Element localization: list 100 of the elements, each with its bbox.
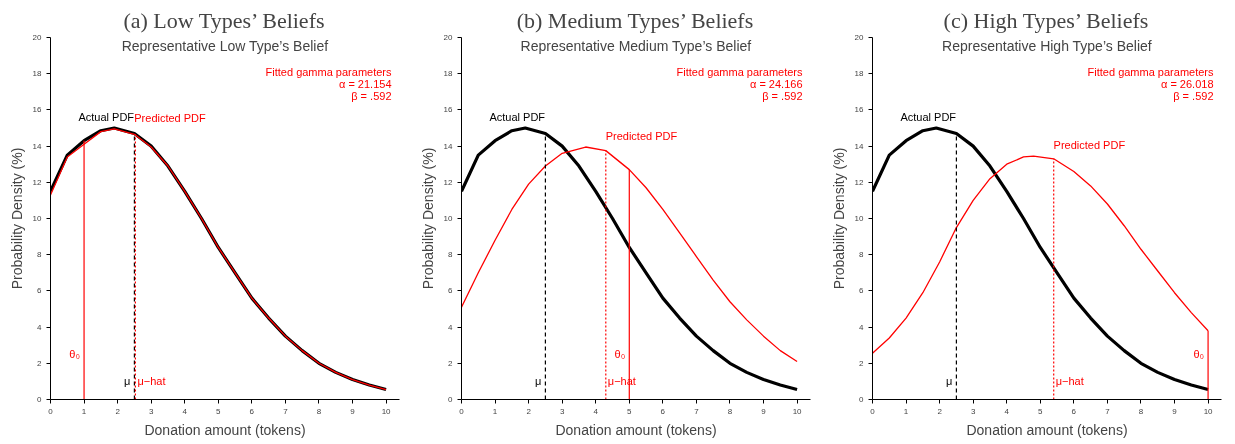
y-tick-label: 20 bbox=[854, 33, 865, 42]
series-label: Predicted PDF bbox=[134, 111, 207, 124]
y-tick-label: 10 bbox=[854, 214, 865, 223]
x-tick-label: 1 bbox=[492, 406, 498, 416]
x-tick-label: 7 bbox=[1105, 406, 1111, 416]
y-axis-title: Probability Density (%) bbox=[419, 147, 436, 290]
x-tick-label: 8 bbox=[727, 406, 733, 416]
x-tick-label: 6 bbox=[660, 406, 666, 416]
chart-title: (c) High Types’ Beliefs bbox=[943, 7, 1149, 33]
x-tick-label: 0 bbox=[459, 406, 465, 416]
x-tick-label: 5 bbox=[216, 406, 222, 416]
y-tick-label: 0 bbox=[37, 395, 43, 404]
x-tick-label: 8 bbox=[316, 406, 322, 416]
y-axis-title: Probability Density (%) bbox=[8, 147, 25, 290]
y-tick-label: 16 bbox=[32, 105, 43, 115]
y-tick-label: 10 bbox=[32, 214, 43, 223]
y-tick-label: 18 bbox=[854, 69, 865, 79]
annotation: β = .592 bbox=[762, 90, 803, 103]
x-tick-label: 5 bbox=[1038, 406, 1044, 416]
y-tick-label: 2 bbox=[37, 358, 43, 368]
ref-line-label: θ₀ bbox=[1193, 347, 1205, 360]
y-tick-label: 20 bbox=[443, 33, 454, 42]
y-tick-label: 0 bbox=[859, 395, 865, 404]
ref-line-label: θ₀ bbox=[614, 347, 626, 360]
x-tick-label: 1 bbox=[903, 406, 909, 416]
y-tick-label: 2 bbox=[448, 358, 454, 368]
x-tick-label: 2 bbox=[937, 406, 943, 416]
x-tick-label: 9 bbox=[350, 406, 356, 416]
x-tick-label: 3 bbox=[559, 406, 565, 416]
y-tick-label: 4 bbox=[448, 322, 454, 332]
x-tick-label: 0 bbox=[48, 406, 54, 416]
chart-subtitle: Representative High Type’s Belief bbox=[942, 37, 1152, 54]
ref-line-label: μ bbox=[946, 374, 953, 387]
y-tick-label: 18 bbox=[443, 69, 454, 79]
y-tick-label: 16 bbox=[854, 105, 865, 115]
annotation: β = .592 bbox=[351, 90, 392, 103]
y-tick-label: 6 bbox=[859, 286, 865, 296]
series-label: Actual PDF bbox=[489, 111, 546, 123]
ref-line-label: μ bbox=[124, 374, 131, 387]
ref-line-label: μ bbox=[535, 374, 542, 387]
y-tick-label: 0 bbox=[448, 395, 454, 404]
x-tick-label: 10 bbox=[792, 406, 803, 416]
y-tick-label: 4 bbox=[859, 322, 865, 332]
y-tick-label: 6 bbox=[37, 286, 43, 296]
chart-subtitle: Representative Low Type’s Belief bbox=[121, 37, 329, 54]
y-tick-label: 10 bbox=[443, 214, 454, 223]
y-tick-label: 14 bbox=[32, 141, 43, 151]
y-tick-label: 4 bbox=[37, 322, 43, 332]
y-tick-label: 2 bbox=[859, 358, 865, 368]
series-label: Actual PDF bbox=[900, 111, 957, 123]
x-tick-label: 2 bbox=[526, 406, 532, 416]
y-tick-label: 12 bbox=[854, 177, 865, 187]
ref-line-label: μ−hat bbox=[137, 374, 166, 387]
y-tick-label: 20 bbox=[32, 33, 43, 42]
series-label: Actual PDF bbox=[78, 111, 135, 123]
x-tick-label: 3 bbox=[148, 406, 154, 416]
x-axis-title: Donation amount (tokens) bbox=[144, 421, 306, 438]
x-tick-label: 9 bbox=[761, 406, 767, 416]
x-tick-label: 7 bbox=[694, 406, 700, 416]
x-tick-label: 10 bbox=[1203, 406, 1214, 416]
y-tick-label: 16 bbox=[443, 105, 454, 115]
y-tick-label: 8 bbox=[37, 250, 43, 260]
annotation: Fitted gamma parameters bbox=[1087, 66, 1214, 79]
chart-title: (b) Medium Types’ Beliefs bbox=[516, 7, 754, 33]
x-tick-label: 5 bbox=[627, 406, 633, 416]
x-tick-label: 6 bbox=[249, 406, 255, 416]
annotation: β = .592 bbox=[1173, 90, 1214, 103]
x-tick-label: 10 bbox=[381, 406, 392, 416]
y-axis-title: Probability Density (%) bbox=[830, 147, 847, 290]
y-tick-label: 8 bbox=[859, 250, 865, 260]
ref-line-label: μ−hat bbox=[1055, 374, 1084, 387]
x-axis-title: Donation amount (tokens) bbox=[555, 421, 717, 438]
y-tick-label: 18 bbox=[32, 69, 43, 79]
series-label: Predicted PDF bbox=[605, 130, 678, 143]
x-tick-label: 4 bbox=[182, 406, 188, 416]
x-tick-label: 0 bbox=[870, 406, 876, 416]
y-tick-label: 14 bbox=[443, 141, 454, 151]
annotation: Fitted gamma parameters bbox=[265, 66, 392, 79]
x-tick-label: 3 bbox=[970, 406, 976, 416]
y-tick-label: 12 bbox=[32, 177, 43, 187]
annotation: α = 21.154 bbox=[338, 78, 392, 91]
x-axis-title: Donation amount (tokens) bbox=[966, 421, 1128, 438]
chart-subtitle: Representative Medium Type’s Belief bbox=[520, 37, 752, 54]
x-tick-label: 6 bbox=[1071, 406, 1077, 416]
y-tick-label: 8 bbox=[448, 250, 454, 260]
x-tick-label: 8 bbox=[1138, 406, 1144, 416]
annotation: α = 26.018 bbox=[1160, 78, 1214, 91]
annotation: Fitted gamma parameters bbox=[676, 66, 803, 79]
y-tick-label: 12 bbox=[443, 177, 454, 187]
y-tick-label: 14 bbox=[854, 141, 865, 151]
x-tick-label: 4 bbox=[1004, 406, 1010, 416]
x-tick-label: 9 bbox=[1172, 406, 1178, 416]
x-tick-label: 4 bbox=[593, 406, 599, 416]
ref-line-label: θ₀ bbox=[69, 347, 81, 360]
x-tick-label: 1 bbox=[81, 406, 87, 416]
x-tick-label: 7 bbox=[283, 406, 289, 416]
annotation: α = 24.166 bbox=[749, 78, 803, 91]
chart-title: (a) Low Types’ Beliefs bbox=[123, 7, 325, 33]
x-tick-label: 2 bbox=[115, 406, 121, 416]
series-label: Predicted PDF bbox=[1053, 139, 1126, 152]
